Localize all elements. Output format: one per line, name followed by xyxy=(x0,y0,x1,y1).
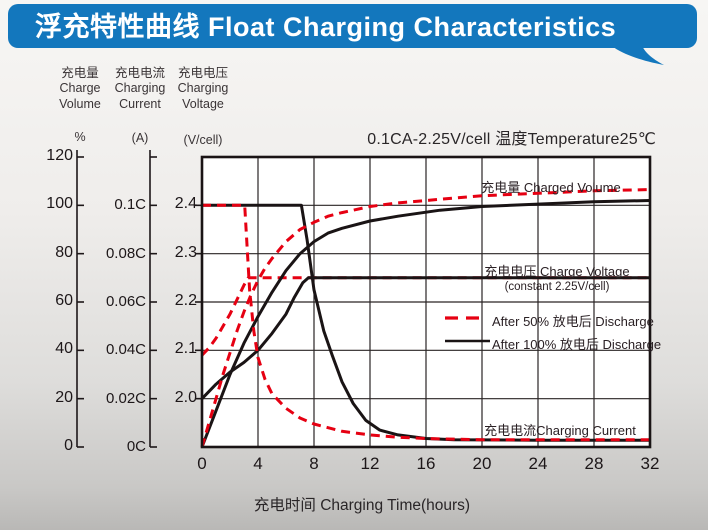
x-axis-title: 充电时间 Charging Time(hours) xyxy=(253,497,471,514)
x-axis-tick-label: 24 xyxy=(528,454,548,473)
voltage-axis-unit: (V/cell) xyxy=(183,133,223,147)
curve-charging_current_after_50_discharge xyxy=(202,203,650,442)
legend-label-after-100-discharge: After 100% 放电后 Discharge xyxy=(492,337,662,352)
charged-volume-curve-label: 充电量 Charged Volume xyxy=(481,180,621,195)
x-axis-tick-label: 20 xyxy=(472,454,492,473)
x-axis-tick-label: 8 xyxy=(309,454,319,473)
curve-charged_volume_after_50_discharge xyxy=(200,188,651,448)
charge-voltage-curve-sublabel: (constant 2.25V/cell) xyxy=(504,281,610,293)
speech-bubble-tail-icon xyxy=(612,46,664,65)
current-tick-label: 0.1C xyxy=(114,196,146,214)
voltage-tick-label: 2.0 xyxy=(174,388,197,406)
voltage-tick-label: 2.4 xyxy=(174,195,197,213)
volume-tick-label: 60 xyxy=(55,292,73,309)
volume-tick-label: 120 xyxy=(46,147,73,164)
volume-axis-title: 充电量 Charge Volume xyxy=(59,66,101,111)
x-axis-tick-label: 0 xyxy=(197,454,207,473)
curve-charged_volume_after_100_discharge xyxy=(200,199,651,448)
volume-tick-label: 0 xyxy=(64,437,73,454)
curve-charging_current_after_100_discharge xyxy=(202,203,650,442)
volume-tick-label: 80 xyxy=(55,243,73,261)
volume-axis-unit: % xyxy=(74,130,86,144)
volume-tick-label: 40 xyxy=(55,340,73,358)
current-tick-label: 0.02C xyxy=(105,389,146,407)
legend-label-after-50-discharge: After 50% 放电后 Discharge xyxy=(492,314,654,329)
volume-tick-label: 20 xyxy=(55,388,73,406)
voltage-axis-title: 充电电压 Charging Voltage xyxy=(177,66,229,111)
voltage-tick-label: 2.1 xyxy=(174,340,197,358)
charge-voltage-curve-label: 充电电压 Charge Voltage xyxy=(484,264,630,279)
x-axis-tick-label: 4 xyxy=(253,454,263,473)
plot-border xyxy=(200,155,652,449)
x-axis-tick-label: 12 xyxy=(360,454,380,473)
curve-charge_voltage_after_100_discharge xyxy=(200,276,650,400)
x-axis-tick-label: 32 xyxy=(640,454,660,473)
voltage-tick-label: 2.2 xyxy=(174,292,197,309)
current-tick-label: 0.06C xyxy=(105,293,146,310)
current-tick-label: 0C xyxy=(126,438,146,455)
current-axis-unit: (A) xyxy=(131,131,149,145)
current-axis-title: 充电电流 Charging Current xyxy=(114,66,166,111)
volume-tick-label: 100 xyxy=(46,195,73,213)
page-title: 浮充特性曲线 Float Charging Characteristics xyxy=(35,12,617,42)
title-banner: 浮充特性曲线 Float Charging Characteristics xyxy=(8,4,697,48)
curve-charge_voltage_after_50_discharge xyxy=(200,276,650,357)
voltage-tick-label: 2.3 xyxy=(174,243,197,261)
x-axis-tick-label: 28 xyxy=(584,454,604,473)
charging-condition-note: 0.1CA-2.25V/cell 温度Temperature25℃ xyxy=(367,131,656,148)
current-tick-label: 0.08C xyxy=(105,244,146,262)
charging-current-curve-label: 充电电流Charging Current xyxy=(484,423,636,438)
current-tick-label: 0.04C xyxy=(105,341,146,359)
x-axis-tick-label: 16 xyxy=(416,454,436,473)
